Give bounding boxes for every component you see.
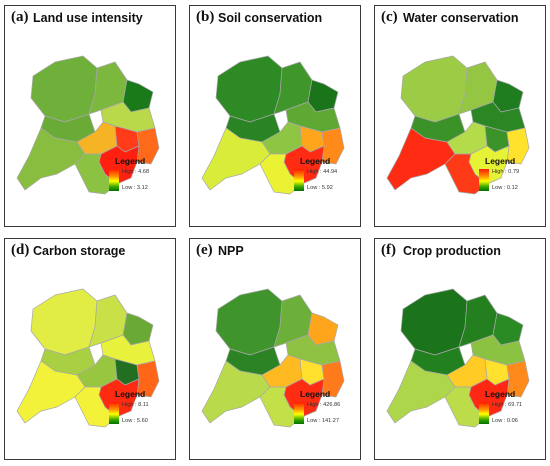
legend-title: Legend [485,389,516,399]
legend-low-value: Low : 141.27 [307,418,340,424]
map-panel-f: (f) Crop production Legend High : 69.71 … [374,238,546,460]
map-region [400,288,468,356]
region-map [386,288,530,428]
legend-title: Legend [485,156,516,166]
legend-title: Legend [300,389,331,399]
region-map [201,288,345,428]
panel-label: (d) [11,242,30,258]
legend-high-value: High : 69.71 [492,402,523,408]
legend: Legend High : 0.79 Low : 0.12 [479,156,545,191]
panel-label: (f) [381,242,396,258]
legend-high-value: High : 44.94 [307,169,338,175]
map-region [201,127,271,191]
legend-title: Legend [115,389,146,399]
legend-low-value: Low : 3.12 [122,185,148,191]
map-panel-e: (e) NPP Legend High : 426.86 Low : 141.2… [189,238,361,460]
region-map [386,55,530,195]
legend-low-value: Low : 5.60 [122,418,148,424]
panel-label: (c) [381,9,398,25]
map-panel-a: (a) Land use intensity Legend High : 4.6… [4,5,176,227]
legend-color-ramp [294,169,304,191]
map-region [386,360,456,424]
map-region [16,127,86,191]
legend-high-value: High : 4.68 [122,169,150,175]
legend: Legend High : 69.71 Low : 0.06 [479,389,545,424]
legend-high-value: High : 0.79 [492,169,520,175]
map-region [30,55,98,123]
legend-color-ramp [294,402,304,424]
panel-title: Land use intensity [33,11,143,25]
map-region [400,55,468,123]
panel-title: Crop production [403,244,501,258]
legend-color-ramp [109,169,119,191]
panel-title: NPP [218,244,244,258]
panel-title: Water conservation [403,11,519,25]
legend-color-ramp [109,402,119,424]
region-map [201,55,345,195]
legend-high-value: High : 8.11 [122,402,149,408]
map-region [215,288,283,356]
legend-low-value: Low : 0.12 [492,185,518,191]
legend-high-value: High : 426.86 [307,402,341,408]
legend: Legend High : 4.68 Low : 3.12 [109,156,175,191]
legend: Legend High : 44.94 Low : 5.92 [294,156,360,191]
legend-color-ramp [479,169,489,191]
legend-low-value: Low : 5.92 [307,185,333,191]
legend-title: Legend [115,156,146,166]
map-region [386,127,456,191]
map-region [201,360,271,424]
region-map [16,55,160,195]
panel-label: (b) [196,9,215,25]
legend-low-value: Low : 0.06 [492,418,518,424]
map-region [16,360,86,424]
map-panel-d: (d) Carbon storage Legend High : 8.11 Lo… [4,238,176,460]
legend: Legend High : 8.11 Low : 5.60 [109,389,175,424]
map-panel-b: (b) Soil conservation Legend High : 44.9… [189,5,361,227]
panel-label: (e) [196,242,213,258]
map-panel-c: (c) Water conservation Legend High : 0.7… [374,5,546,227]
panel-label: (a) [11,9,29,25]
map-region [30,288,98,356]
legend-title: Legend [300,156,331,166]
legend-color-ramp [479,402,489,424]
legend: Legend High : 426.86 Low : 141.27 [294,389,360,424]
panel-title: Carbon storage [33,244,126,258]
panel-title: Soil conservation [218,11,323,25]
map-region [215,55,283,123]
region-map [16,288,160,428]
